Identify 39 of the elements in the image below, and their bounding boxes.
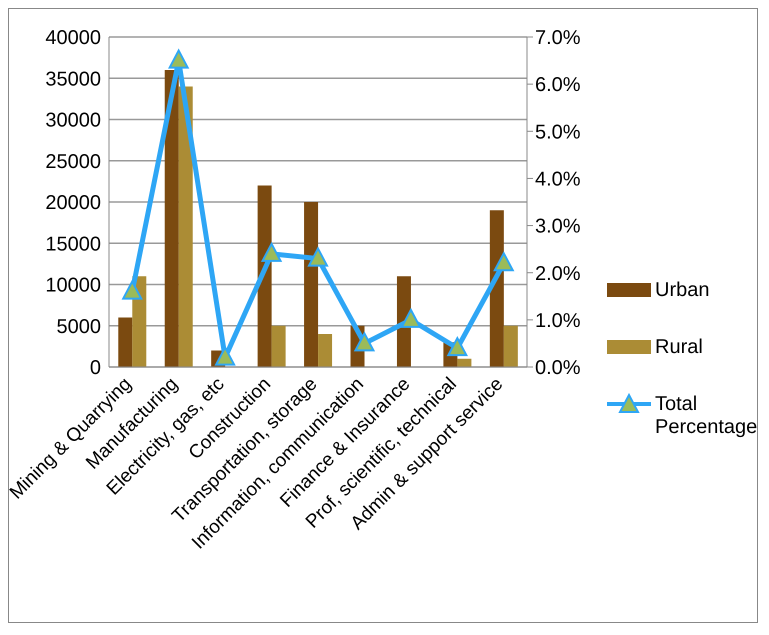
point [354,332,374,352]
bar [258,186,272,367]
y2-tick-label: 6.0% [535,74,581,96]
y2-tick-label: 2.0% [535,262,581,285]
point [447,337,468,356]
legend-label: Total Percentage [655,392,758,438]
point [308,248,328,267]
y-tick-label: 15000 [45,233,101,256]
y2-tick-label: 0.0% [535,357,581,380]
y-tick-label: 10000 [45,274,101,297]
y-tick-label: 30000 [45,110,101,132]
bar [318,334,332,367]
bar [457,358,472,367]
y2-tick-label: 1.0% [535,310,581,332]
legend-label: Rural [655,336,704,358]
bar [490,210,504,367]
bar [164,70,179,367]
point [494,252,514,272]
point [215,346,236,366]
y-tick-label: 20000 [45,192,101,214]
y-tick-label: 25000 [45,150,101,173]
bar [118,318,132,367]
y-tick-label: 35000 [45,68,101,90]
y2-tick-label: 7.0% [535,27,581,50]
bar [504,326,518,367]
bar [304,202,318,367]
legend-label: Urban [655,278,710,302]
point [168,50,189,69]
y2-tick-label: 5.0% [535,121,581,144]
point [262,242,282,262]
y2-tick-label: 4.0% [535,168,581,191]
point [400,308,421,328]
bar [178,86,193,367]
y-tick-label: 0 [90,357,101,380]
y2-tick-label: 3.0% [535,216,581,238]
y-tick-label: 5000 [56,316,101,338]
y-tick-label: 40000 [45,27,101,50]
bar [272,326,286,367]
point [122,280,142,300]
